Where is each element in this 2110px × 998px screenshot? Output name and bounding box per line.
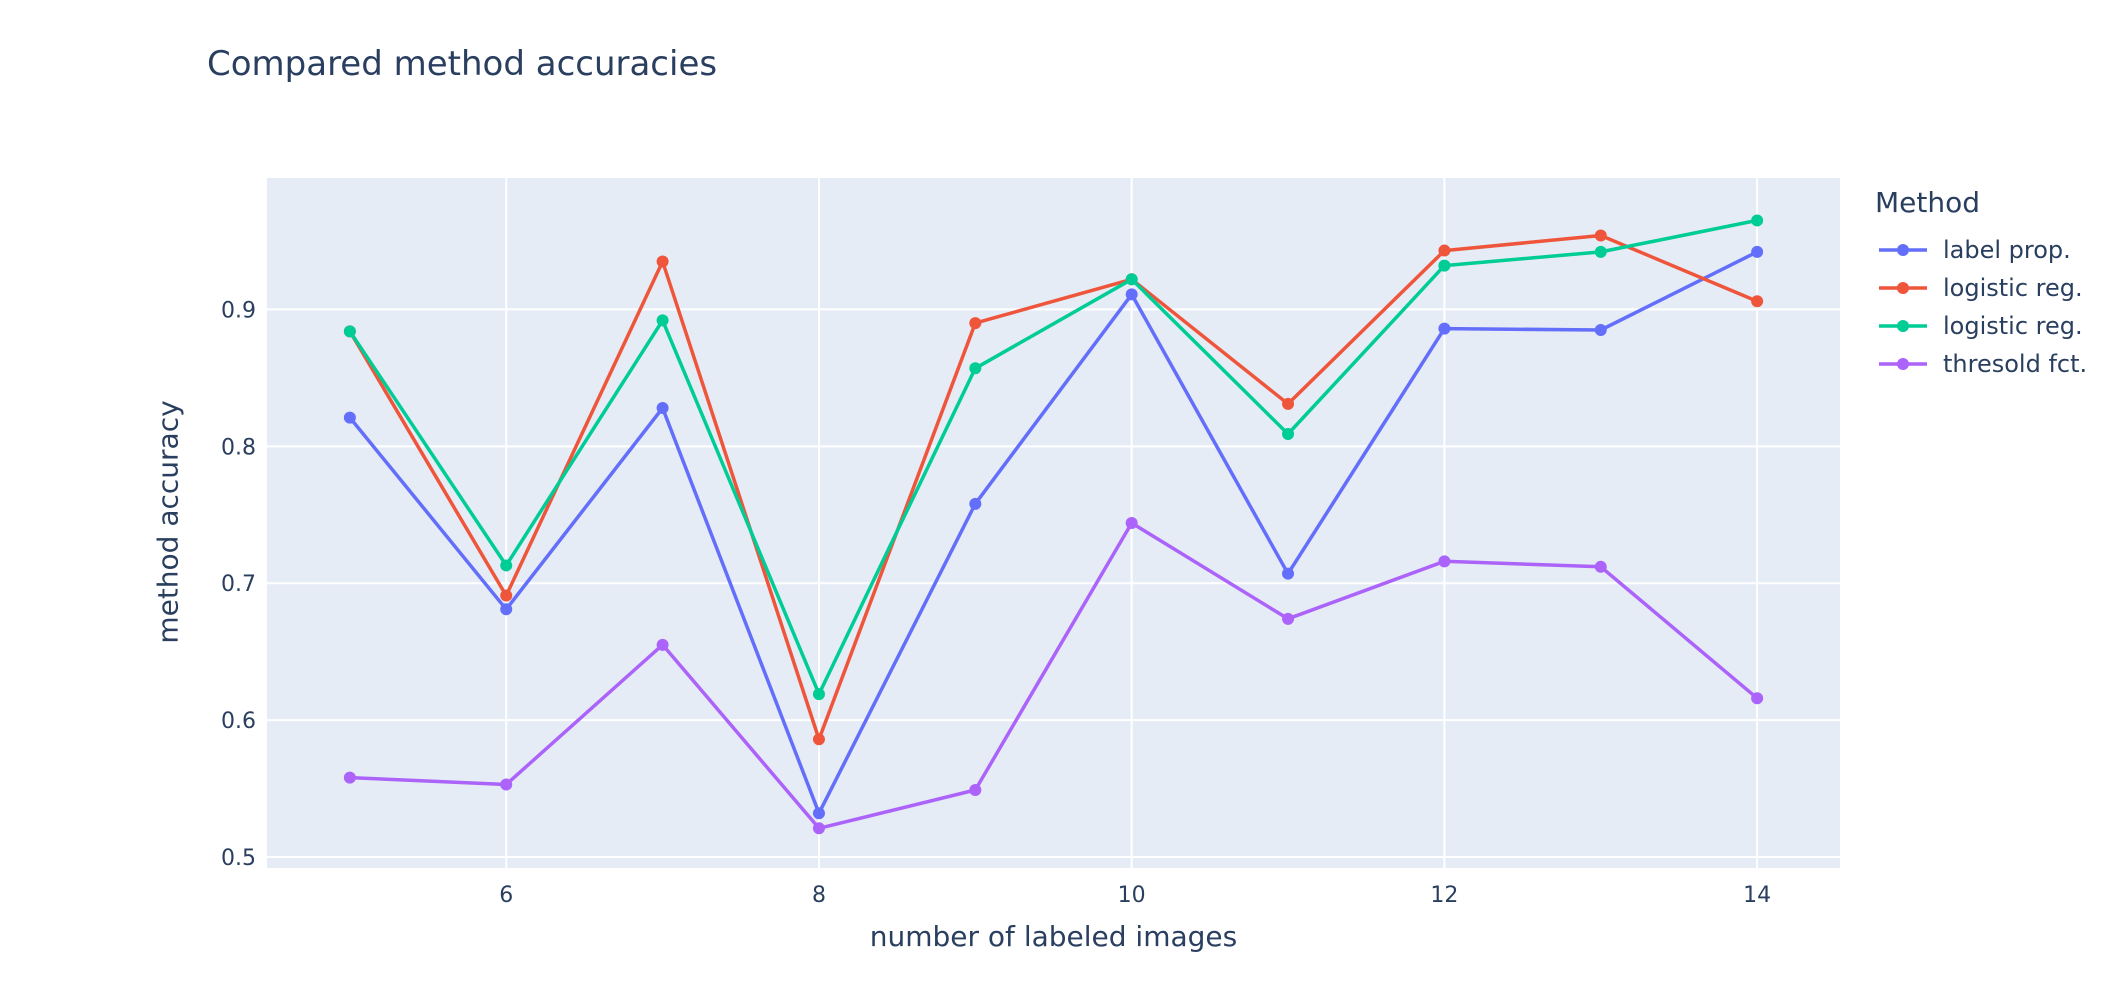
legend-swatch-icon bbox=[1879, 244, 1927, 256]
legend-item[interactable]: label prop. bbox=[1875, 231, 2087, 269]
data-point bbox=[1594, 229, 1607, 242]
data-point bbox=[656, 255, 669, 268]
data-point bbox=[969, 497, 982, 510]
data-point bbox=[500, 603, 513, 616]
data-point bbox=[1282, 567, 1295, 580]
data-point bbox=[1125, 273, 1138, 286]
data-point bbox=[812, 807, 825, 820]
data-point bbox=[500, 778, 513, 791]
data-point bbox=[1282, 397, 1295, 410]
legend-label: thresold fct. bbox=[1943, 350, 2088, 378]
data-point bbox=[1438, 555, 1451, 568]
legend: Method label prop. logistic reg. logistic … bbox=[1875, 186, 2087, 383]
data-point bbox=[1594, 560, 1607, 573]
legend-label: label prop. bbox=[1943, 236, 2071, 264]
y-tick-label: 0.9 bbox=[221, 298, 256, 323]
legend-item[interactable]: logistic reg. bbox=[1875, 307, 2087, 345]
y-tick-label: 0.8 bbox=[221, 435, 256, 460]
series bbox=[343, 214, 1764, 701]
legend-label: logistic reg. bbox=[1943, 274, 2083, 302]
y-tick-label: 0.6 bbox=[221, 709, 256, 734]
y-axis-ticks: 0.5 0.6 0.7 0.8 0.9 bbox=[221, 298, 256, 871]
x-tick-label: 10 bbox=[1118, 883, 1146, 908]
data-point bbox=[1751, 214, 1764, 227]
data-point bbox=[812, 822, 825, 835]
data-point bbox=[1751, 245, 1764, 258]
data-point bbox=[500, 559, 513, 572]
data-point bbox=[1438, 244, 1451, 257]
data-point bbox=[1282, 612, 1295, 625]
legend-swatch-marker bbox=[1897, 358, 1909, 370]
data-point bbox=[1282, 428, 1295, 441]
series-line bbox=[348, 233, 1758, 742]
y-axis-title: method accuracy bbox=[151, 400, 185, 644]
legend-swatch-marker bbox=[1897, 244, 1909, 256]
plot-background bbox=[267, 178, 1840, 868]
data-point bbox=[656, 402, 669, 414]
series bbox=[343, 517, 1764, 835]
data-point bbox=[1438, 259, 1451, 272]
data-point bbox=[969, 317, 982, 330]
series-lines bbox=[343, 214, 1764, 835]
legend-swatch-marker bbox=[1897, 282, 1909, 294]
data-point bbox=[1438, 322, 1451, 335]
data-point bbox=[500, 589, 513, 602]
legend-swatch-marker bbox=[1897, 320, 1909, 332]
data-point bbox=[1594, 323, 1607, 336]
legend-label: logistic reg. bbox=[1943, 312, 2083, 340]
x-tick-label: 14 bbox=[1743, 883, 1771, 908]
x-tick-label: 8 bbox=[812, 883, 826, 908]
data-point bbox=[1125, 517, 1138, 529]
legend-items: label prop. logistic reg. logistic reg. thr… bbox=[1875, 231, 2087, 383]
data-point bbox=[1751, 692, 1764, 705]
legend-item[interactable]: logistic reg. bbox=[1875, 269, 2087, 307]
data-point bbox=[969, 783, 982, 796]
x-axis-title: number of labeled images bbox=[869, 920, 1238, 953]
legend-swatch-icon bbox=[1879, 320, 1927, 332]
data-point bbox=[1751, 295, 1764, 308]
y-tick-label: 0.5 bbox=[221, 846, 256, 871]
data-point bbox=[812, 688, 825, 701]
series bbox=[343, 245, 1764, 820]
data-point bbox=[812, 733, 825, 746]
data-point bbox=[1125, 288, 1138, 301]
x-tick-label: 12 bbox=[1430, 883, 1458, 908]
legend-item[interactable]: thresold fct. bbox=[1875, 345, 2087, 383]
series-line bbox=[348, 218, 1758, 696]
data-point bbox=[343, 771, 356, 784]
data-point bbox=[343, 411, 356, 424]
data-point bbox=[656, 638, 669, 651]
legend-title: Method bbox=[1875, 186, 1981, 219]
x-axis-ticks: 6 8 10 12 14 bbox=[499, 883, 1771, 908]
data-point bbox=[1594, 245, 1607, 258]
legend-swatch-icon bbox=[1879, 358, 1927, 370]
chart-title: Compared method accuracies bbox=[207, 44, 718, 84]
series-line bbox=[349, 521, 1759, 831]
x-tick-label: 6 bbox=[499, 883, 513, 908]
data-point bbox=[969, 362, 982, 375]
data-point bbox=[343, 325, 356, 338]
y-tick-label: 0.7 bbox=[221, 572, 256, 597]
legend-swatch-icon bbox=[1879, 282, 1927, 294]
data-point bbox=[656, 314, 669, 327]
series-line bbox=[348, 250, 1758, 815]
